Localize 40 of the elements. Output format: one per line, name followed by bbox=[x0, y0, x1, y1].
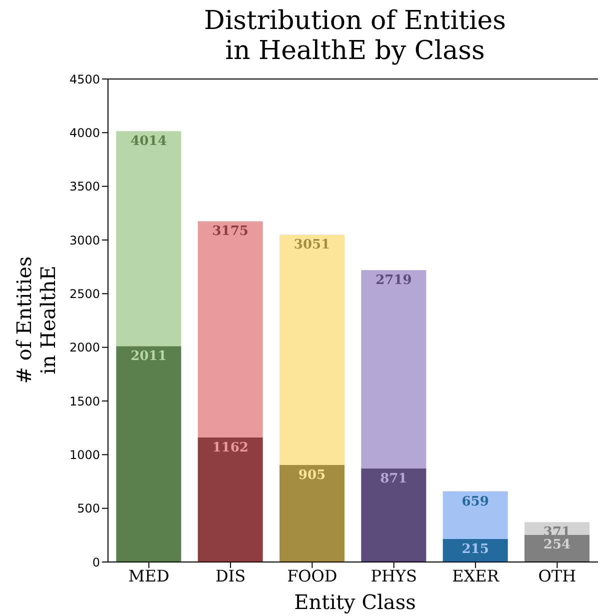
data-label: 905 bbox=[298, 468, 326, 483]
y-tick-label: 1000 bbox=[69, 448, 100, 462]
y-tick-label: 500 bbox=[77, 502, 100, 516]
x-tick-label: OTH bbox=[538, 566, 576, 586]
total-label: 659 bbox=[462, 494, 489, 510]
bar bbox=[361, 468, 426, 562]
data-label: 1162 bbox=[212, 440, 248, 456]
data-label: 254 bbox=[543, 538, 571, 553]
bar bbox=[524, 534, 590, 562]
data-label: 2011 bbox=[130, 349, 167, 364]
bar bbox=[442, 491, 508, 539]
y-tick-label: 3500 bbox=[69, 180, 100, 194]
y-tick-label: 4000 bbox=[69, 126, 100, 140]
y-tick-label: 2500 bbox=[69, 286, 100, 301]
x-tick-label: EXER bbox=[452, 566, 500, 586]
x-tick-label: MED bbox=[128, 566, 170, 586]
y-tick-label: 0 bbox=[92, 555, 100, 570]
total-label: 3175 bbox=[212, 224, 248, 240]
x-tick-label: DIS bbox=[215, 566, 246, 586]
y-tick-label: 1500 bbox=[69, 394, 100, 408]
y-axis-title: # of Entities in HealthE bbox=[12, 256, 60, 384]
y-tick-label: 3000 bbox=[69, 233, 100, 248]
bar bbox=[198, 437, 263, 562]
total-label: 3051 bbox=[294, 238, 330, 253]
bar bbox=[361, 270, 426, 469]
y-tick-label: 4500 bbox=[69, 72, 100, 86]
data-label: 871 bbox=[380, 472, 408, 487]
bar bbox=[198, 221, 263, 438]
x-tick-label: FOOD bbox=[287, 566, 338, 586]
bar bbox=[280, 234, 344, 465]
x-axis-title: Entity Class bbox=[293, 590, 417, 614]
bar bbox=[116, 346, 182, 562]
y-tick-label: 2000 bbox=[69, 340, 100, 355]
total-label: 2719 bbox=[376, 273, 412, 288]
chart-title: Distribution of Entities in HealthE by Class bbox=[202, 6, 508, 66]
bar bbox=[116, 131, 182, 346]
x-tick-label: PHYS bbox=[370, 566, 417, 586]
bar bbox=[280, 464, 344, 562]
total-label: 4014 bbox=[130, 134, 167, 150]
data-label: 215 bbox=[462, 542, 489, 557]
